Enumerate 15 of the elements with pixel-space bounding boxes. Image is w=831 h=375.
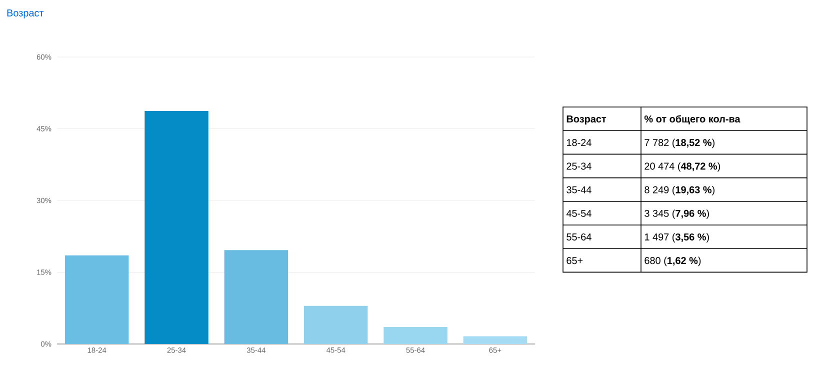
text: 680 (1,62 %) [644, 256, 701, 266]
text: 7 782 (18,52 %) [644, 138, 714, 148]
category-label: 65+ [566, 257, 583, 264]
text: 8 249 (19,63 %) [644, 186, 714, 196]
text: 1 497 (3,56 %) [644, 233, 709, 242]
category-label: 45-54 [566, 210, 592, 217]
text: 20 474 (48,72 %) [644, 162, 720, 172]
text: 3 345 (7,96 %) [644, 210, 709, 219]
category-label: 35-44 [566, 186, 592, 194]
text: Возраст [566, 116, 606, 124]
chart-title: Возраст [7, 10, 44, 18]
category-label: 18-24 [566, 139, 592, 146]
text: % от общего кол-ва [644, 115, 740, 124]
category-label: 55-64 [566, 233, 592, 240]
category-label: 25-34 [566, 162, 592, 170]
